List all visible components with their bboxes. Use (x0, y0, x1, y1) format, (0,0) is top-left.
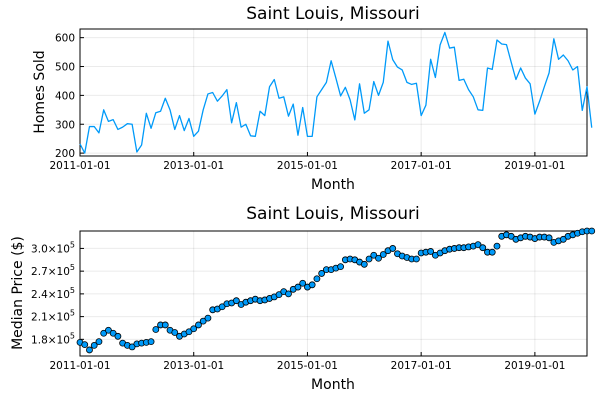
y-tick-label: 2.1×105 (31, 309, 75, 324)
data-point (370, 251, 378, 259)
data-point (109, 329, 117, 337)
data-point (128, 343, 136, 351)
x-axis: 2011-01-01 2013-01-01 2015-01-01 2017-01-01… (49, 352, 565, 372)
y-axis-label: Median Price ($) (10, 236, 26, 350)
data-point (379, 251, 387, 258)
median-price-chart: Saint Louis, Missouri 1.8×105 2.1×105 2.4×… (10, 204, 596, 393)
data-point (171, 329, 179, 336)
chart-title: Saint Louis, Missouri (246, 204, 420, 224)
x-tick-label: 2017-01-01 (391, 360, 452, 372)
y-tick-label: 300 (55, 119, 75, 131)
y-tick-label: 2.7×105 (31, 263, 75, 278)
data-point (318, 270, 326, 277)
x-tick-label: 2015-01-01 (277, 360, 338, 372)
data-point (474, 241, 482, 249)
x-tick-label: 2019-01-01 (504, 160, 565, 172)
data-point (100, 329, 108, 337)
data-point (507, 232, 515, 240)
data-point (479, 244, 487, 252)
series-homes-sold (79, 31, 593, 154)
y-tick-label: 2.4×105 (31, 286, 75, 301)
data-point (195, 321, 202, 329)
x-tick-label: 2013-01-01 (163, 360, 224, 372)
data-point (313, 275, 321, 283)
data-point (285, 290, 292, 298)
data-point (294, 283, 302, 291)
data-point (488, 248, 496, 256)
x-axis-label: Month (311, 177, 355, 193)
data-point (218, 303, 226, 311)
data-point (413, 255, 420, 263)
y-tick-label: 3.0×105 (31, 240, 75, 255)
y-tick-label: 1.8×105 (31, 331, 75, 346)
x-tick-label: 2015-01-01 (277, 160, 338, 172)
data-point (90, 341, 98, 349)
data-point (360, 260, 368, 268)
x-tick-label: 2011-01-01 (49, 360, 110, 372)
y-tick-label: 600 (55, 33, 75, 45)
data-point (81, 341, 89, 349)
data-point (232, 297, 240, 305)
data-point (152, 326, 160, 333)
data-point (86, 346, 93, 354)
data-point (427, 248, 435, 255)
data-point (559, 235, 567, 243)
data-point (588, 227, 596, 235)
y-tick-label: 200 (55, 148, 75, 160)
data-point (337, 263, 345, 271)
x-tick-label: 2013-01-01 (163, 160, 224, 172)
data-point (95, 338, 103, 346)
homes-sold-chart: Saint Louis, Missouri 200 300 400 500 600 20… (32, 4, 593, 193)
y-axis: 1.8×105 2.1×105 2.4×105 2.7×105 3.0×105 (31, 240, 84, 346)
data-point (114, 332, 122, 340)
chart-title: Saint Louis, Missouri (246, 4, 420, 24)
data-point (275, 291, 283, 299)
series-median-price (76, 227, 596, 354)
x-tick-label: 2019-01-01 (504, 360, 565, 372)
data-point (389, 245, 397, 252)
data-point (545, 234, 553, 242)
x-axis: 2011-01-01 2013-01-01 2015-01-01 2017-01-01… (49, 152, 565, 172)
data-point (199, 317, 207, 325)
data-point (161, 321, 169, 329)
data-point (375, 254, 382, 262)
x-tick-label: 2011-01-01 (49, 160, 110, 172)
data-point (105, 326, 112, 334)
data-point (299, 279, 307, 287)
grid (79, 231, 587, 356)
grid (79, 29, 587, 156)
data-point (147, 338, 155, 346)
data-point (308, 281, 316, 289)
data-point (190, 325, 198, 333)
y-tick-label: 500 (55, 62, 75, 74)
data-point (493, 242, 501, 250)
x-axis-label: Month (311, 377, 355, 393)
y-tick-label: 400 (55, 90, 75, 102)
y-axis: 200 300 400 500 600 (55, 33, 84, 160)
data-point (365, 255, 373, 263)
series-line (79, 31, 593, 154)
y-axis-label: Homes Sold (32, 50, 48, 133)
data-point (204, 314, 212, 322)
data-point (185, 328, 193, 336)
plot-frame (79, 28, 588, 157)
x-tick-label: 2017-01-01 (391, 160, 452, 172)
